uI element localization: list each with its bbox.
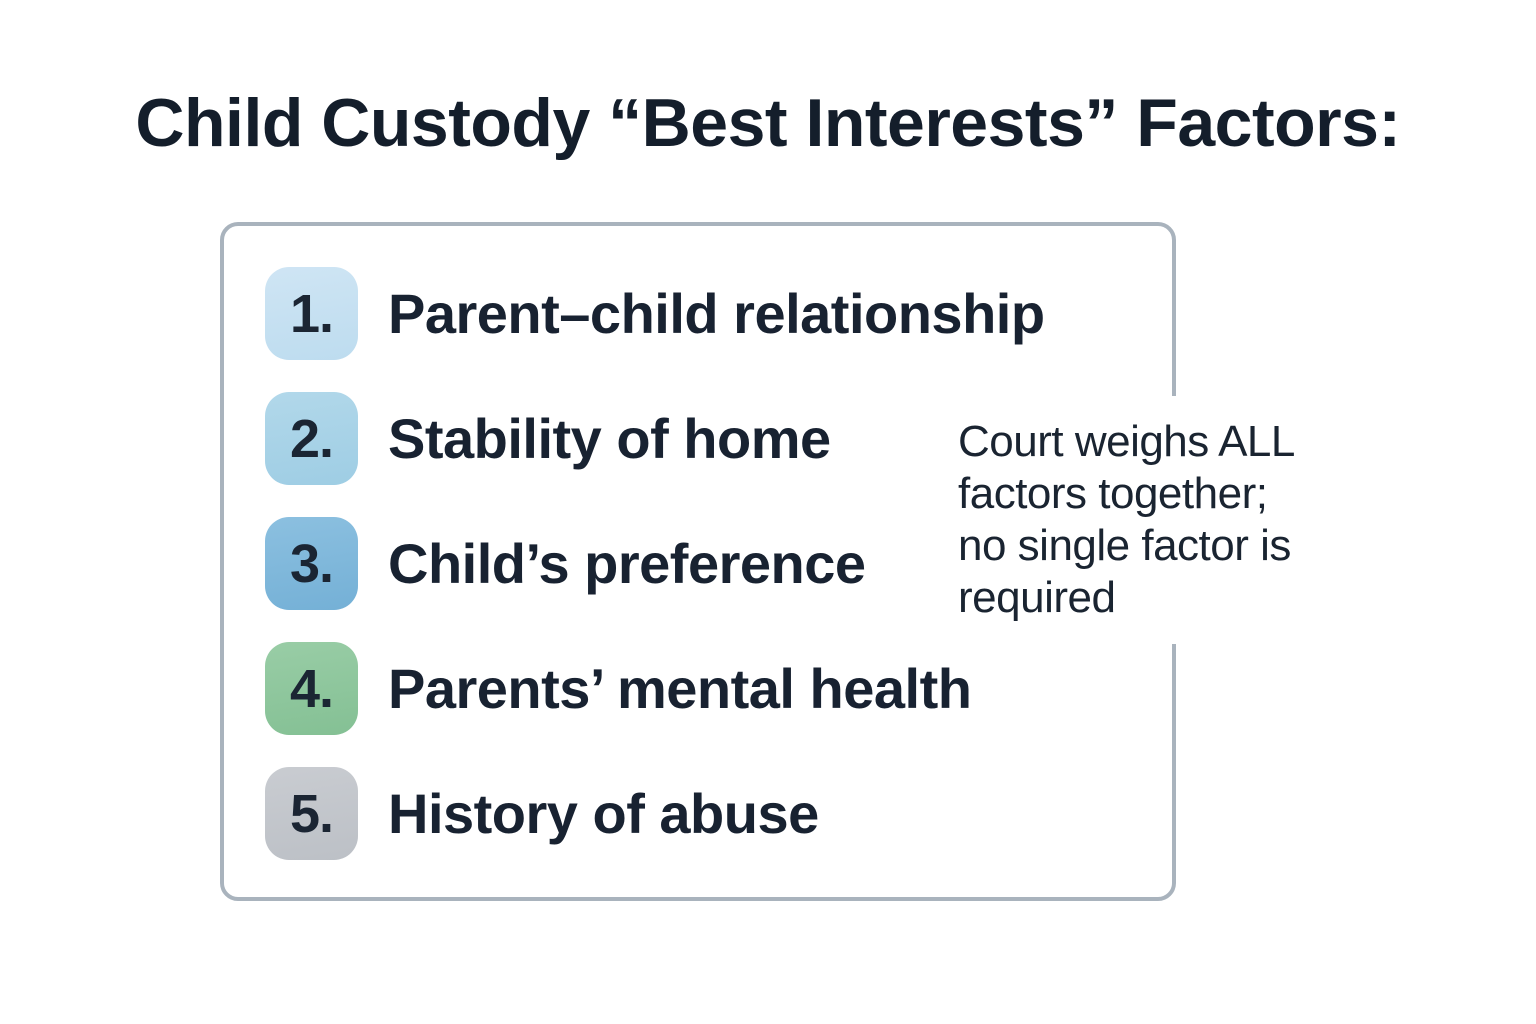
factor-row-1: 1. Parent–child relationship xyxy=(265,267,1045,360)
factor-number-badge-5: 5. xyxy=(265,767,358,860)
factor-label-3: Child’s preference xyxy=(388,532,866,595)
factor-number-badge-3: 3. xyxy=(265,517,358,610)
factor-row-3: 3. Child’s preference xyxy=(265,517,1045,610)
factor-label-2: Stability of home xyxy=(388,407,831,470)
factors-list: 1. Parent–child relationship 2. Stabilit… xyxy=(265,267,1045,860)
factor-label-4: Parents’ mental health xyxy=(388,657,972,720)
side-note-line-3: no single factor is xyxy=(958,521,1291,570)
page-title: Child Custody “Best Interests” Factors: xyxy=(135,85,1401,161)
factor-number-badge-1: 1. xyxy=(265,267,358,360)
factor-row-4: 4. Parents’ mental health xyxy=(265,642,1045,735)
side-note: Court weighs ALL factors together; no si… xyxy=(938,396,1330,644)
factor-label-5: History of abuse xyxy=(388,782,819,845)
side-note-line-4: required xyxy=(958,573,1116,622)
factor-row-2: 2. Stability of home xyxy=(265,392,1045,485)
factor-number-badge-2: 2. xyxy=(265,392,358,485)
factor-label-1: Parent–child relationship xyxy=(388,282,1045,345)
side-note-line-1: Court weighs ALL xyxy=(958,417,1295,466)
side-note-line-2: factors together; xyxy=(958,469,1268,518)
factor-number-badge-4: 4. xyxy=(265,642,358,735)
factor-row-5: 5. History of abuse xyxy=(265,767,1045,860)
